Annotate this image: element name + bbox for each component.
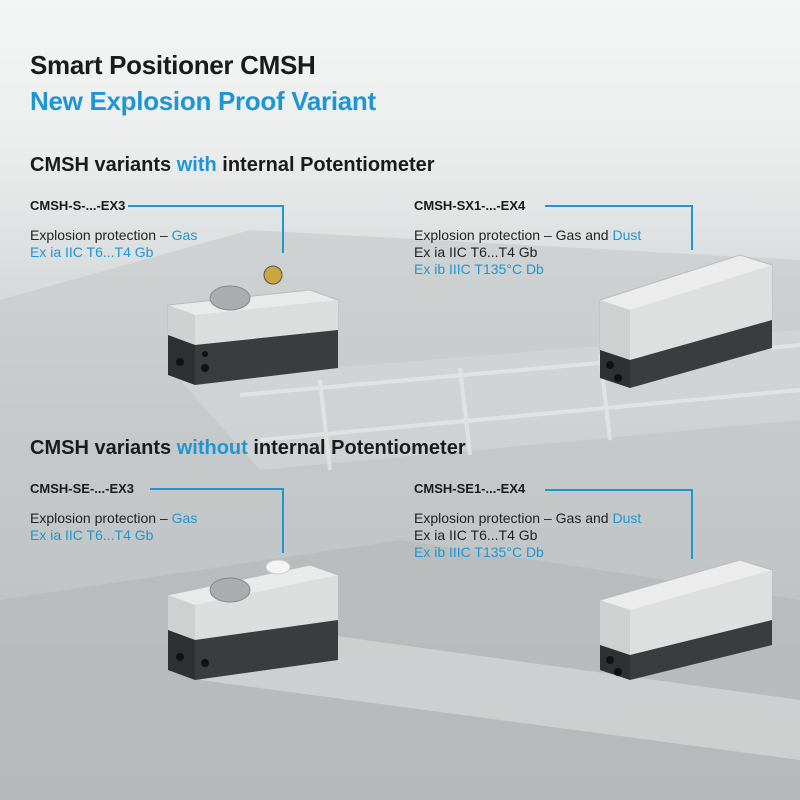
heading-emphasis: with <box>176 154 217 176</box>
protection-line: Explosion protection – Gas <box>30 227 197 244</box>
leader-line <box>128 205 283 207</box>
page-subtitle: New Explosion Proof Variant <box>30 86 376 116</box>
protection-emphasis: Gas <box>171 227 198 243</box>
variant-description: Explosion protection – Gas Ex ia IIC T6.… <box>30 510 197 544</box>
rating-line: Ex ia IIC T6...T4 Gb <box>414 244 538 260</box>
heading-text: internal Potentiometer <box>216 154 435 176</box>
display-window-icon <box>209 577 251 603</box>
variant-model: CMSH-SE1-...-EX4 <box>414 481 526 496</box>
heading-emphasis: without <box>176 437 248 459</box>
heading-text: CMSH variants <box>30 154 177 176</box>
leader-line <box>691 205 693 250</box>
positioner-with-display-image <box>167 559 339 680</box>
heading-text: CMSH variants <box>30 437 177 459</box>
protection-line: Explosion protection – Gas and Dust <box>414 510 641 527</box>
display-window-icon <box>209 285 251 311</box>
rating-line: Ex ib IIIC T135°C Db <box>414 261 544 277</box>
variant-model: CMSH-S-...-EX3 <box>30 198 126 213</box>
leader-line <box>282 488 284 553</box>
indicator-icon <box>263 265 283 285</box>
protection-emphasis: Dust <box>612 227 642 243</box>
rating-line: Ex ia IIC T6...T4 Gb <box>30 244 154 260</box>
protection-text: Explosion protection – Gas and <box>414 510 613 526</box>
protection-text: Explosion protection – <box>30 510 172 526</box>
protection-line: Explosion protection – Gas and Dust <box>414 227 641 244</box>
leader-line <box>691 489 693 559</box>
rating-line: Ex ia IIC T6...T4 Gb <box>30 527 154 543</box>
variant-description: Explosion protection – Gas Ex ia IIC T6.… <box>30 227 197 261</box>
leader-line <box>282 205 284 253</box>
blank-cap-icon <box>265 559 291 575</box>
heading-text: internal Potentiometer <box>247 437 466 459</box>
variant-model: CMSH-SE-...-EX3 <box>30 481 135 496</box>
protection-line: Explosion protection – Gas <box>30 510 197 527</box>
variant-description: Explosion protection – Gas and Dust Ex i… <box>414 510 641 561</box>
protection-emphasis: Dust <box>612 510 642 526</box>
positioner-plain-cover-image <box>599 559 773 680</box>
rating-line: Ex ia IIC T6...T4 Gb <box>414 527 538 543</box>
rating-line: Ex ib IIIC T135°C Db <box>414 544 544 560</box>
variant-model: CMSH-SX1-...-EX4 <box>414 198 526 213</box>
section-heading-without-potentiometer: CMSH variants without internal Potentiom… <box>30 437 466 460</box>
leader-line <box>545 205 692 207</box>
positioner-with-display-and-indicator-image <box>167 265 339 385</box>
positioner-plain-cover-image <box>599 254 773 388</box>
protection-emphasis: Gas <box>171 510 198 526</box>
leader-line <box>150 488 283 490</box>
leader-line <box>545 489 692 491</box>
protection-text: Explosion protection – <box>30 227 172 243</box>
section-heading-with-potentiometer: CMSH variants with internal Potentiomete… <box>30 154 435 177</box>
variant-description: Explosion protection – Gas and Dust Ex i… <box>414 227 641 278</box>
page-title: Smart Positioner CMSH <box>30 50 316 80</box>
protection-text: Explosion protection – Gas and <box>414 227 613 243</box>
